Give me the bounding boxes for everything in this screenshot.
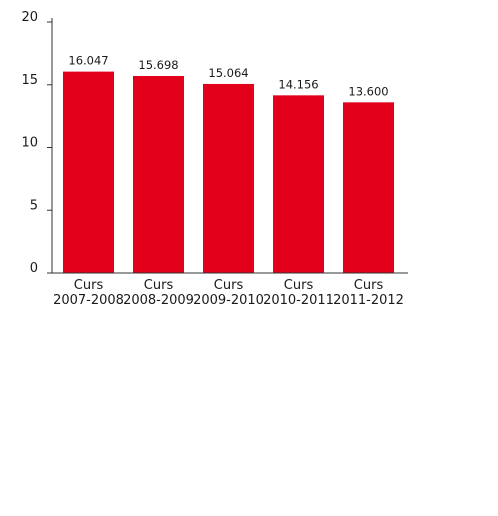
x-tick-label: Curs xyxy=(284,278,314,293)
bar xyxy=(63,71,114,273)
bars xyxy=(63,71,394,274)
x-tick-label: 2009-2010 xyxy=(193,293,264,308)
y-tick-label: 5 xyxy=(30,198,38,213)
x-tick-label: 2010-2011 xyxy=(263,293,334,308)
bar-value-label: 13.600 xyxy=(348,84,388,98)
x-tick-label: Curs xyxy=(144,278,174,293)
bar xyxy=(343,102,394,273)
bar xyxy=(203,83,254,273)
bar xyxy=(133,75,184,273)
bar-value-label: 15.698 xyxy=(138,58,178,72)
bar-value-label: 14.156 xyxy=(278,77,318,91)
data-labels: 16.047 15.698 15.064 14.156 13.600 xyxy=(68,54,388,99)
y-tick-label: 0 xyxy=(30,261,38,276)
y-tick-label: 10 xyxy=(21,136,38,151)
x-tick-label: Curs xyxy=(74,278,104,293)
x-tick-label: Curs xyxy=(354,278,384,293)
x-tick-label: 2008-2009 xyxy=(123,293,194,308)
bar xyxy=(273,95,324,274)
x-tick-label: 2011-2012 xyxy=(333,293,404,308)
x-tick-label: Curs xyxy=(214,278,244,293)
x-axis: Curs2007-2008Curs2008-2009Curs2009-2010C… xyxy=(52,272,408,308)
x-tick-label: 2007-2008 xyxy=(53,293,124,308)
bar-value-label: 15.064 xyxy=(208,66,248,80)
bar-value-label: 16.047 xyxy=(68,54,108,68)
y-tick-label: 15 xyxy=(21,73,38,88)
y-axis: 0 5 10 15 20 xyxy=(21,10,53,276)
y-tick-label: 20 xyxy=(21,10,38,25)
